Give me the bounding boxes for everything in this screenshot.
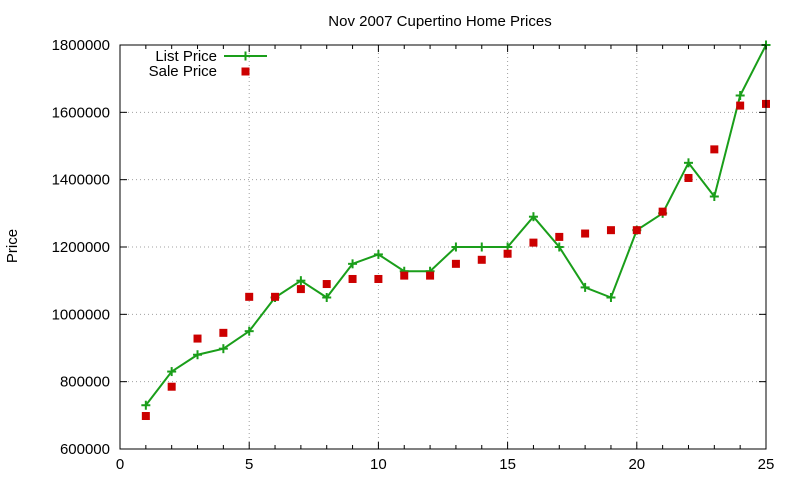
sale-price-point xyxy=(606,226,615,235)
sale-price-point xyxy=(193,334,202,343)
y-tick-label: 1800000 xyxy=(52,37,110,54)
sale-price-point xyxy=(632,226,641,235)
list-price-point xyxy=(580,282,590,292)
list-price-point xyxy=(141,400,151,410)
list-price-point xyxy=(528,212,538,222)
list-price-point xyxy=(193,350,203,360)
x-tick-label: 10 xyxy=(370,456,387,473)
legend-label-sale-price: Sale Price xyxy=(149,63,217,80)
sale-price-point xyxy=(141,412,150,421)
list-price-point xyxy=(606,293,616,302)
sale-price-point xyxy=(322,280,331,289)
y-tick-label: 800000 xyxy=(60,374,110,391)
y-tick-label: 600000 xyxy=(60,441,110,458)
sale-price-point xyxy=(245,292,254,301)
list-price-point xyxy=(167,367,177,377)
x-tick-label: 0 xyxy=(116,456,124,473)
sale-price-point xyxy=(477,255,486,264)
list-price-point xyxy=(322,293,332,302)
sale-price-point xyxy=(374,274,383,283)
sale-price-point xyxy=(684,173,693,182)
chart-title: Nov 2007 Cupertino Home Prices xyxy=(328,13,551,30)
sale-price-point xyxy=(400,271,409,280)
y-tick-label: 1200000 xyxy=(52,239,110,256)
sale-price-point xyxy=(271,292,280,301)
sale-price-point xyxy=(167,382,176,391)
list-price-point xyxy=(735,91,745,100)
series-layer xyxy=(141,40,771,421)
sale-price-point xyxy=(348,274,357,283)
sale-price-point xyxy=(710,145,719,154)
plot-frame xyxy=(119,44,767,450)
list-price-line xyxy=(145,44,767,406)
x-tick-label: 20 xyxy=(628,456,645,473)
list-price-point xyxy=(244,326,254,336)
x-tick-label: 25 xyxy=(758,456,775,473)
list-price-point xyxy=(477,242,487,252)
y-axis-label: Price xyxy=(4,229,21,263)
legend-marker-sale-price xyxy=(241,67,250,76)
x-tick-label: 15 xyxy=(499,456,516,473)
list-price-point xyxy=(373,249,383,259)
sale-price-point xyxy=(529,238,538,247)
ticks-layer: 0 5 10 15 20 25 600000 800000 1000000 1200000 1400… xyxy=(52,37,775,473)
sale-price-point xyxy=(555,232,564,241)
sale-price-point xyxy=(296,285,305,294)
list-price-point xyxy=(683,158,693,168)
sale-price-point xyxy=(219,328,228,337)
legend-label-list-price: List Price xyxy=(155,48,217,65)
y-tick-label: 1000000 xyxy=(52,306,110,323)
x-tick-label: 5 xyxy=(245,456,253,473)
grid-layer xyxy=(120,45,766,449)
list-price-point xyxy=(296,276,306,286)
list-price-point xyxy=(348,259,358,269)
list-price-point xyxy=(554,242,564,252)
sale-price-point xyxy=(658,207,667,216)
list-price-point xyxy=(451,242,461,252)
sale-price-point xyxy=(581,229,590,238)
sale-price-point xyxy=(451,259,460,268)
y-tick-label: 1400000 xyxy=(52,172,110,189)
sale-price-point xyxy=(426,271,435,280)
y-tick-label: 1600000 xyxy=(52,104,110,121)
sale-price-point xyxy=(503,249,512,258)
list-price-point xyxy=(218,344,228,354)
list-price-point xyxy=(709,192,719,201)
sale-price-point xyxy=(736,101,745,110)
